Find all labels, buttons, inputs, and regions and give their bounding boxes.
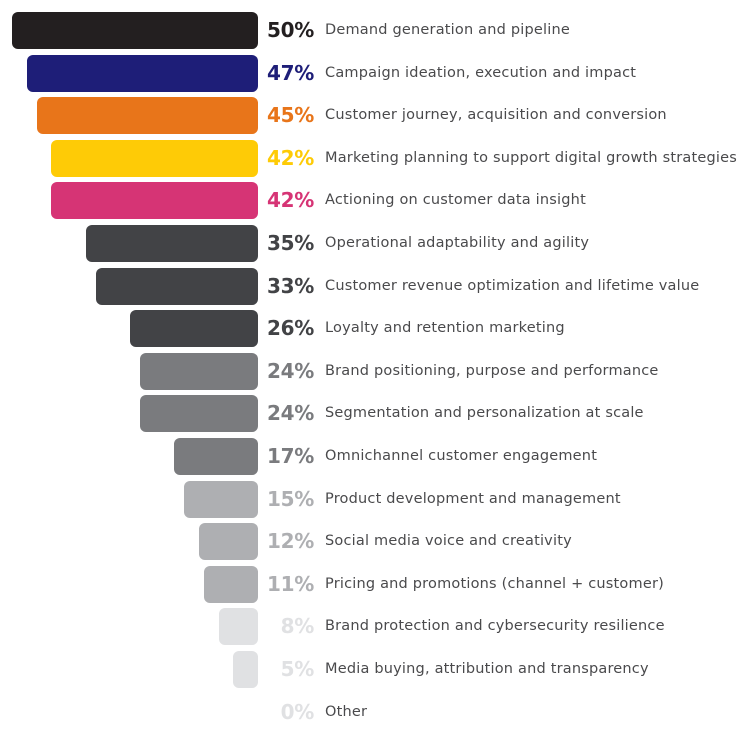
category-label: Product development and management xyxy=(325,490,621,507)
value-label: 42% xyxy=(267,188,314,213)
category-label: Brand positioning, purpose and performan… xyxy=(325,362,659,379)
bar xyxy=(26,54,258,92)
category-label: Demand generation and pipeline xyxy=(325,22,570,38)
value-label: 24% xyxy=(267,401,314,426)
value-label: 33% xyxy=(267,273,314,298)
bar xyxy=(174,438,258,475)
bar xyxy=(139,395,258,433)
bar xyxy=(130,310,258,348)
bar xyxy=(51,139,258,177)
category-label: Campaign ideation, execution and impact xyxy=(325,64,637,81)
category-label: Media buying, attribution and transparen… xyxy=(325,661,649,677)
value-label: 24% xyxy=(267,358,314,383)
bar xyxy=(139,352,258,390)
category-label: Brand protection and cybersecurity resil… xyxy=(325,618,665,635)
category-label: Segmentation and personalization at scal… xyxy=(325,405,644,422)
bar xyxy=(184,480,258,518)
category-label: Other xyxy=(325,703,368,720)
category-label: Marketing planning to support digital gr… xyxy=(325,149,737,166)
value-label: 5% xyxy=(280,657,315,681)
category-label: Customer journey, acquisition and conver… xyxy=(325,107,667,124)
value-label: 17% xyxy=(267,444,314,468)
category-label: Loyalty and retention marketing xyxy=(325,320,565,337)
bar xyxy=(12,12,258,49)
value-label: 35% xyxy=(267,231,314,255)
bar xyxy=(36,97,258,135)
value-label: 26% xyxy=(267,316,314,341)
value-label: 12% xyxy=(267,529,314,554)
value-label: 11% xyxy=(267,571,314,596)
value-label: 42% xyxy=(267,145,314,170)
bar xyxy=(218,608,258,646)
category-label: Customer revenue optimization and lifeti… xyxy=(325,277,700,294)
category-label: Social media voice and creativity xyxy=(325,533,572,550)
value-label: 47% xyxy=(267,60,314,85)
category-label: Pricing and promotions (channel + custom… xyxy=(325,575,664,592)
bar xyxy=(203,565,258,603)
value-label: 45% xyxy=(267,103,314,128)
category-label: Omnichannel customer engagement xyxy=(325,448,598,464)
value-label: 8% xyxy=(280,614,315,639)
bar xyxy=(85,225,258,262)
category-label: Operational adaptability and agility xyxy=(325,235,590,251)
bar xyxy=(233,651,258,688)
bar xyxy=(198,523,258,561)
category-label: Actioning on customer data insight xyxy=(325,192,586,209)
value-label: 15% xyxy=(267,486,314,511)
bar xyxy=(95,267,258,305)
value-label: 50% xyxy=(267,18,314,42)
bar xyxy=(51,182,258,220)
value-label: 0% xyxy=(280,699,315,724)
